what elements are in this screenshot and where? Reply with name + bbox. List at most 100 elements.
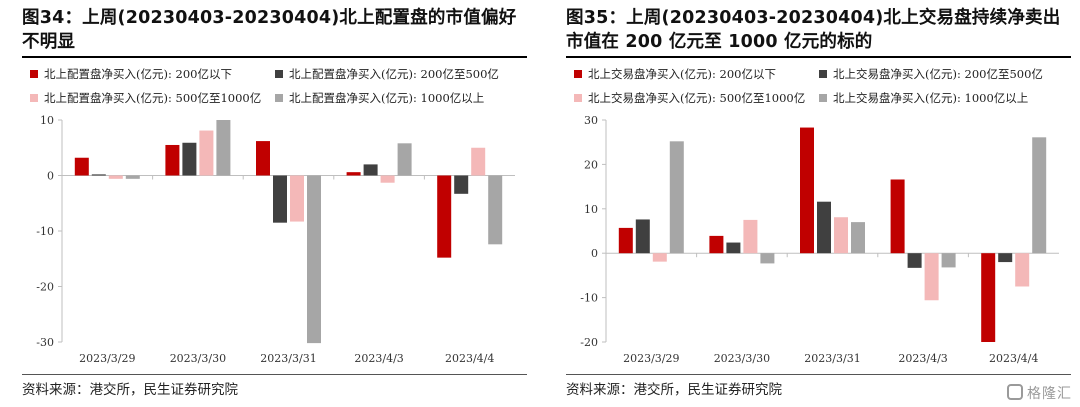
x-tick-label: 2023/3/29 — [79, 352, 135, 365]
bar — [981, 253, 996, 342]
bar — [256, 141, 270, 176]
title-divider — [566, 56, 1071, 58]
bar — [669, 141, 684, 254]
bar — [635, 219, 650, 254]
x-tick-label: 2023/4/3 — [354, 352, 403, 365]
legend-label: 北上配置盘净买入(亿元): 200亿以下 — [44, 67, 232, 81]
legend-swatch — [819, 94, 827, 102]
bar — [74, 157, 89, 176]
bar — [182, 142, 197, 176]
bar — [726, 242, 741, 254]
bar — [890, 179, 905, 254]
y-tick-label: -10 — [580, 292, 598, 305]
bar — [1015, 253, 1030, 287]
y-tick-label: 0 — [47, 170, 54, 183]
bar-chart: -20 -10 0 10 20 30 2023/3/29 2023/3/30 2023/3/31… — [580, 114, 1059, 365]
x-tick-label: 2023/4/4 — [445, 352, 494, 365]
footer-divider — [566, 374, 1071, 375]
y-tick-label: 10 — [584, 203, 598, 216]
legend-item: 北上配置盘净买入(亿元): 200亿至500亿 — [275, 64, 499, 84]
bar — [488, 175, 503, 245]
bar — [652, 253, 667, 262]
bar — [397, 143, 412, 176]
bar — [1032, 137, 1047, 254]
footer-divider — [22, 374, 527, 375]
bar — [290, 175, 304, 222]
bar — [907, 253, 922, 268]
legend-item: 北上配置盘净买入(亿元): 200亿以下 — [30, 64, 232, 84]
chart-panel-35: 图35：上周(20230403-20230404)北上交易盘持续净卖出市值在 2… — [544, 0, 1080, 407]
legend-label: 北上交易盘净买入(亿元): 500亿至1000亿 — [588, 91, 806, 105]
source-note: 资料来源：港交所，民生证券研究院 — [566, 382, 782, 398]
bar-chart: -30 -20 -10 0 10 2023/3/29 2023/3/30 2023/3/31 2… — [36, 114, 515, 365]
y-tick-label: -30 — [36, 336, 54, 349]
bar — [817, 201, 831, 254]
bar — [199, 130, 214, 176]
bar — [91, 174, 106, 176]
bar — [454, 175, 469, 194]
bar — [709, 235, 724, 254]
bar — [471, 147, 486, 176]
legend-swatch — [275, 70, 283, 78]
y-tick-label: -20 — [36, 281, 54, 294]
bar — [165, 144, 180, 176]
x-tick-label: 2023/3/29 — [623, 352, 679, 365]
bar — [800, 127, 814, 254]
legend-swatch — [30, 70, 38, 78]
x-tick-label: 2023/3/30 — [714, 352, 770, 365]
bar — [437, 175, 452, 258]
x-tick-label: 2023/4/3 — [898, 352, 947, 365]
legend-label: 北上配置盘净买入(亿元): 200亿至500亿 — [289, 67, 499, 81]
y-tick-label: 30 — [584, 114, 598, 127]
x-tick-label: 2023/3/30 — [170, 352, 226, 365]
y-tick-label: -10 — [36, 225, 54, 238]
legend-swatch — [30, 94, 38, 102]
bar — [108, 175, 123, 179]
legend-swatch — [819, 70, 827, 78]
chart-panel-34: 图34：上周(20230403-20230404)北上配置盘的市值偏好不明显 北… — [0, 0, 536, 407]
legend-label: 北上配置盘净买入(亿元): 1000亿以上 — [289, 91, 485, 105]
chart-legend: 北上交易盘净买入(亿元): 200亿以下 北上交易盘净买入(亿元): 200亿至… — [574, 64, 1079, 112]
y-tick-label: 10 — [40, 114, 54, 127]
bar — [941, 253, 956, 268]
legend-item: 北上交易盘净买入(亿元): 1000亿以上 — [819, 88, 1028, 108]
legend-swatch — [574, 94, 582, 102]
legend-item: 北上交易盘净买入(亿元): 200亿至500亿 — [819, 64, 1043, 84]
legend-item: 北上配置盘净买入(亿元): 1000亿以上 — [275, 88, 484, 108]
title-divider — [22, 56, 527, 58]
x-tick-label: 2023/4/4 — [989, 352, 1038, 365]
chart-title: 图34：上周(20230403-20230404)北上配置盘的市值偏好不明显 — [22, 8, 517, 52]
bar — [998, 253, 1013, 263]
legend-label: 北上交易盘净买入(亿元): 1000亿以上 — [833, 91, 1029, 105]
chart-legend: 北上配置盘净买入(亿元): 200亿以下 北上配置盘净买入(亿元): 200亿至… — [30, 64, 535, 112]
bar — [273, 175, 287, 223]
legend-item: 北上交易盘净买入(亿元): 500亿至1000亿 — [574, 88, 805, 108]
bar — [307, 175, 321, 344]
bar — [743, 219, 758, 254]
bar — [618, 227, 633, 254]
bar — [346, 172, 361, 176]
watermark-text: 格隆汇 — [1027, 386, 1072, 402]
bar — [924, 253, 939, 301]
bar — [851, 222, 865, 254]
bar — [380, 175, 395, 183]
legend-label: 北上交易盘净买入(亿元): 200亿以下 — [588, 67, 776, 81]
bar — [125, 175, 140, 179]
source-note: 资料来源：港交所，民生证券研究院 — [22, 382, 238, 398]
y-tick-label: 20 — [584, 158, 598, 171]
x-tick-label: 2023/3/31 — [260, 352, 316, 365]
bar — [834, 217, 848, 254]
gelonghui-logo-icon — [1007, 384, 1023, 400]
watermark: 格隆汇 — [1007, 383, 1072, 403]
bar — [760, 253, 775, 264]
bar — [363, 164, 378, 176]
y-tick-label: -20 — [580, 336, 598, 349]
legend-label: 北上交易盘净买入(亿元): 200亿至500亿 — [833, 67, 1043, 81]
legend-item: 北上配置盘净买入(亿元): 500亿至1000亿 — [30, 88, 261, 108]
bar — [216, 120, 231, 176]
legend-label: 北上配置盘净买入(亿元): 500亿至1000亿 — [44, 91, 262, 105]
legend-item: 北上交易盘净买入(亿元): 200亿以下 — [574, 64, 776, 84]
legend-swatch — [275, 94, 283, 102]
x-tick-label: 2023/3/31 — [804, 352, 860, 365]
chart-title: 图35：上周(20230403-20230404)北上交易盘持续净卖出市值在 2… — [566, 8, 1061, 52]
